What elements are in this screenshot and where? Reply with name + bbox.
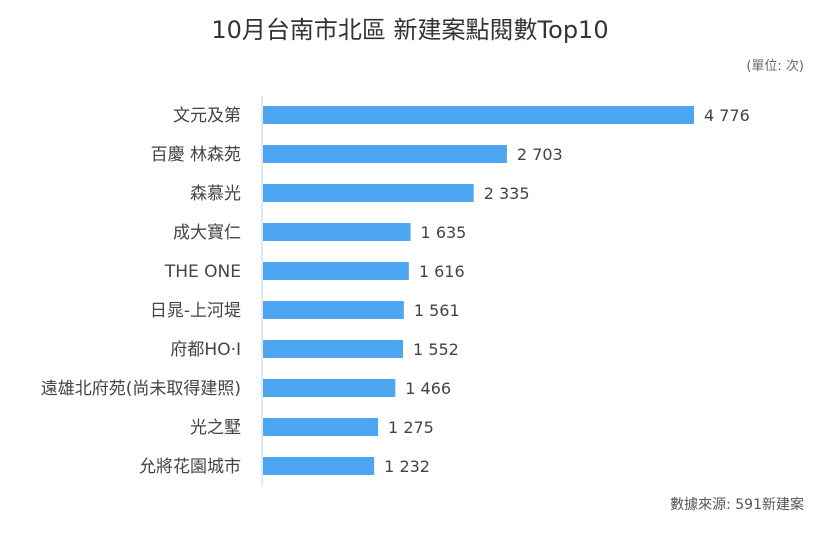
bar — [263, 301, 404, 319]
bar — [263, 184, 474, 202]
category-label: 文元及第 — [173, 106, 241, 126]
category-label: 百慶 林森苑 — [151, 145, 241, 165]
bar — [263, 145, 507, 163]
value-label: 2 703 — [517, 145, 563, 164]
value-label: 1 552 — [413, 340, 459, 359]
category-label: 成大寶仁 — [173, 222, 241, 243]
category-label: THE ONE — [164, 262, 241, 282]
category-label: 允將花園城市 — [139, 457, 241, 477]
category-label: 光之墅 — [190, 418, 241, 438]
bar — [263, 106, 694, 124]
value-label: 1 275 — [388, 418, 434, 437]
bar — [263, 379, 396, 397]
value-label: 1 466 — [405, 379, 451, 398]
bar — [263, 418, 379, 436]
value-label: 1 561 — [414, 301, 460, 320]
unit-note: (單位: 次) — [746, 59, 804, 74]
value-label: 1 232 — [384, 457, 430, 476]
bar — [263, 340, 404, 358]
bar — [263, 262, 409, 280]
source-note: 數據來源: 591新建案 — [670, 497, 804, 513]
category-label: 遠雄北府苑(尚未取得建照) — [41, 379, 241, 399]
category-label: 日晁-上河堤 — [150, 301, 241, 321]
bar — [263, 223, 411, 241]
value-label: 1 635 — [421, 223, 467, 242]
chart-title: 10月台南市北區 新建案點閱數Top10 — [211, 16, 609, 44]
category-label: 森慕光 — [190, 184, 241, 204]
value-label: 4 776 — [704, 106, 750, 125]
bar — [263, 457, 375, 475]
value-label: 2 335 — [484, 184, 530, 203]
category-label: 府都HO·I — [170, 340, 241, 360]
value-label: 1 616 — [419, 262, 465, 281]
